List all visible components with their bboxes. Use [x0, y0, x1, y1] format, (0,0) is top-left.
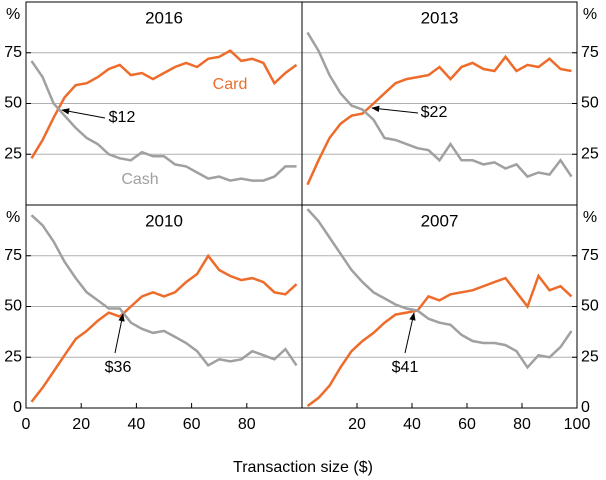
x-tick-label: 0	[22, 416, 31, 433]
series-label: Cash	[121, 171, 158, 188]
series-label: Card	[213, 76, 248, 93]
y-tick-label: 50	[581, 298, 599, 315]
x-tick-label: 20	[348, 416, 366, 433]
panel-title: 2007	[421, 211, 459, 230]
y-tick-label: 0	[581, 399, 590, 416]
y-tick-label: 50	[4, 298, 22, 315]
y-unit: %	[583, 209, 597, 226]
annotation-arrow	[371, 105, 419, 114]
panel-frame	[301, 204, 578, 409]
panel-title: 2010	[145, 211, 183, 230]
series-line	[306, 54, 572, 186]
x-tick-label: 40	[128, 416, 146, 433]
series-line	[306, 208, 573, 370]
y-tick-label: 75	[4, 44, 22, 61]
series-line	[30, 253, 298, 403]
series-line	[306, 273, 573, 408]
annotation: $12	[109, 109, 136, 126]
series-line	[30, 214, 298, 368]
x-tick-label: 20	[72, 416, 90, 433]
y-tick-label: 25	[4, 145, 22, 162]
y-tick-label: 75	[581, 247, 599, 264]
y-unit: %	[6, 6, 20, 23]
series-line	[30, 49, 298, 159]
y-tick-label: 25	[581, 348, 599, 365]
x-tick-label: 60	[183, 416, 201, 433]
y-unit: %	[583, 6, 597, 23]
x-tick-label: 40	[403, 416, 421, 433]
x-tick-label: 60	[458, 416, 476, 433]
y-tick-label: 25	[4, 348, 22, 365]
series-line	[30, 60, 297, 182]
annotation-arrow	[61, 108, 106, 119]
y-tick-label: 75	[4, 247, 22, 264]
y-tick-label: 25	[581, 145, 599, 162]
panel-title: 2016	[145, 8, 183, 27]
y-tick-label: 0	[13, 399, 22, 416]
annotation-arrow	[404, 312, 416, 354]
y-tick-label: 50	[4, 95, 22, 112]
y-unit: %	[6, 209, 20, 226]
panel-title: 2013	[421, 8, 459, 27]
x-tick-label: 80	[513, 416, 531, 433]
annotation: $41	[392, 359, 419, 376]
annotation: $22	[421, 104, 448, 121]
annotation-arrow	[114, 313, 125, 354]
x-tick-label: 100	[564, 416, 591, 433]
annotation: $36	[105, 359, 132, 376]
x-axis-label: Transaction size ($)	[233, 459, 373, 476]
x-tick-label: 80	[238, 416, 256, 433]
y-tick-label: 75	[581, 44, 599, 61]
y-tick-label: 50	[581, 95, 599, 112]
series-line	[306, 31, 573, 179]
